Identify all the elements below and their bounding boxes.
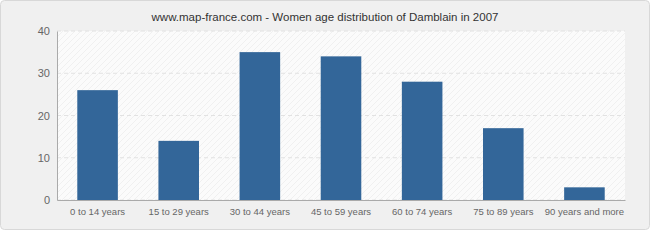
x-tick: 75 to 89 years bbox=[473, 200, 533, 217]
x-tick: 90 years and more bbox=[545, 200, 624, 217]
bar bbox=[158, 141, 199, 200]
y-axis-line bbox=[57, 32, 58, 201]
x-tick-label: 45 to 59 years bbox=[311, 206, 371, 217]
y-tick-label: 0 bbox=[44, 194, 50, 206]
y-tick: 30 bbox=[38, 67, 57, 79]
title: www.map-france.com - Women age distribut… bbox=[151, 11, 499, 23]
y-tick-label: 10 bbox=[38, 152, 50, 164]
bar bbox=[240, 52, 281, 200]
x-tick-label: 0 to 14 years bbox=[70, 206, 125, 217]
x-tick-label: 75 to 89 years bbox=[473, 206, 533, 217]
grid-line bbox=[57, 31, 625, 32]
y-tick: 0 bbox=[44, 194, 57, 206]
bar bbox=[77, 90, 118, 200]
bar bbox=[564, 187, 605, 200]
x-tick-label: 15 to 29 years bbox=[149, 206, 209, 217]
y-tick-label: 30 bbox=[38, 67, 50, 79]
background bbox=[1, 1, 650, 230]
x-tick-label: 90 years and more bbox=[545, 206, 624, 217]
bar bbox=[483, 128, 524, 200]
y-tick-label: 40 bbox=[38, 25, 50, 37]
y-tick-label: 20 bbox=[38, 110, 50, 122]
x-tick: 60 to 74 years bbox=[392, 200, 452, 217]
y-tick: 10 bbox=[38, 152, 57, 164]
plot-area bbox=[57, 31, 625, 200]
x-tick: 0 to 14 years bbox=[70, 200, 125, 217]
x-axis-line bbox=[58, 200, 626, 201]
x-tick: 45 to 59 years bbox=[311, 200, 371, 217]
y-axis: 0 10 20 30 40 bbox=[38, 25, 58, 206]
x-tick: 15 to 29 years bbox=[149, 200, 209, 217]
y-tick: 20 bbox=[38, 110, 57, 122]
bar bbox=[402, 82, 443, 200]
chart: www.map-france.com - Women age distribut… bbox=[0, 0, 650, 230]
x-tick: 30 to 44 years bbox=[230, 200, 290, 217]
x-tick-label: 60 to 74 years bbox=[392, 206, 452, 217]
x-tick-label: 30 to 44 years bbox=[230, 206, 290, 217]
bars bbox=[77, 52, 604, 200]
bar bbox=[321, 56, 362, 200]
y-tick: 40 bbox=[38, 25, 57, 37]
plot: 0 10 20 30 40 0 to 14 years 15 to 29 years 30 t… bbox=[38, 25, 626, 217]
grid bbox=[57, 31, 625, 200]
x-axis: 0 to 14 years 15 to 29 years 30 to 44 year… bbox=[58, 200, 626, 217]
